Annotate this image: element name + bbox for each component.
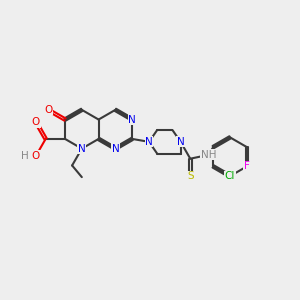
Text: O: O <box>32 151 40 161</box>
Text: N: N <box>177 137 184 147</box>
Text: N: N <box>128 115 136 124</box>
Text: N: N <box>145 137 153 147</box>
Text: H: H <box>21 151 29 161</box>
Text: O: O <box>44 105 52 115</box>
Text: N: N <box>78 144 86 154</box>
Text: Cl: Cl <box>225 171 235 181</box>
Text: N: N <box>112 144 119 154</box>
Text: S: S <box>187 171 194 181</box>
Text: O: O <box>32 117 40 127</box>
Text: F: F <box>244 161 250 171</box>
Text: NH: NH <box>201 150 216 160</box>
